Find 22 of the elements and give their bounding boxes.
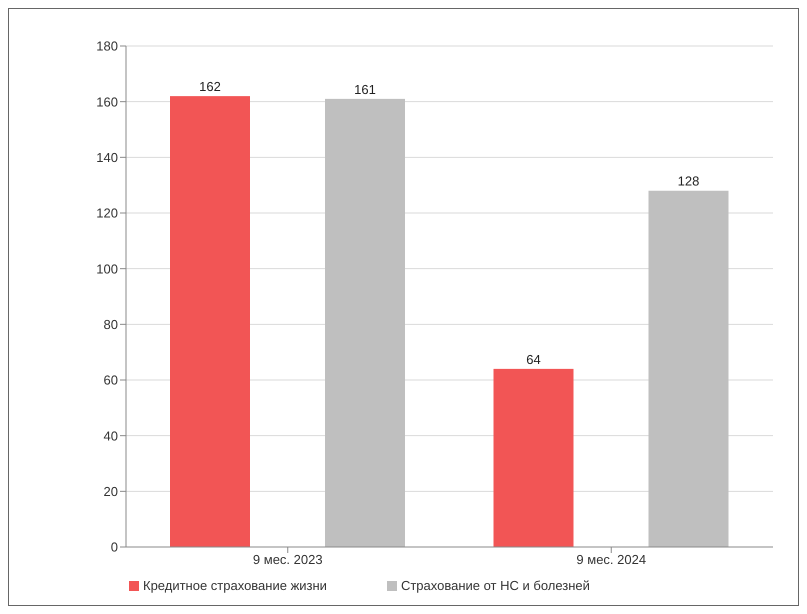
y-tick-label: 20 <box>104 484 118 499</box>
bar <box>494 368 574 547</box>
y-tick-label: 80 <box>104 316 118 332</box>
y-tick-label: 60 <box>104 372 118 388</box>
x-tick-label: 9 мес. 2024 <box>576 552 646 568</box>
data-label: 161 <box>354 82 376 97</box>
y-tick-label: 160 <box>96 94 118 110</box>
y-tick-label: 120 <box>96 206 118 221</box>
data-label: 162 <box>199 79 221 94</box>
data-label: 128 <box>678 174 700 189</box>
y-tick-label: 100 <box>96 261 118 276</box>
bar <box>648 190 728 547</box>
x-tick-label: 9 мес. 2023 <box>252 552 323 568</box>
data-label: 64 <box>526 352 541 367</box>
y-tick-label: 180 <box>96 38 118 54</box>
legend-label: Кредитное страхование жизни <box>143 578 327 593</box>
bar <box>325 98 405 547</box>
y-tick-label: 0 <box>110 540 118 555</box>
y-tick-label: 40 <box>104 428 118 444</box>
legend-label: Страхование от НС и болезней <box>400 578 590 593</box>
y-tick-label: 140 <box>96 150 118 165</box>
bar <box>170 96 250 547</box>
